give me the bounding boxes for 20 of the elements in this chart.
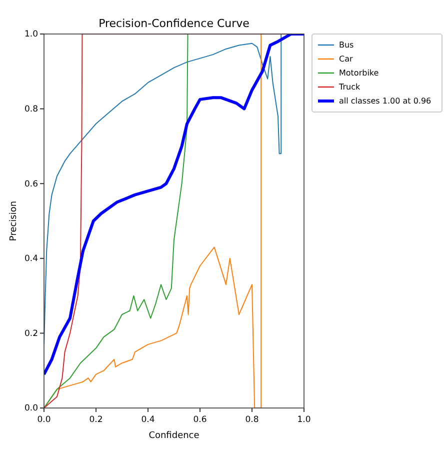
y-tick-label: 0.4 bbox=[24, 254, 38, 264]
x-tick-label: 1.0 bbox=[297, 415, 311, 425]
chart-title: Precision-Confidence Curve bbox=[98, 17, 250, 30]
y-tick-label: 0.6 bbox=[24, 179, 38, 190]
legend-label: Car bbox=[339, 54, 354, 64]
y-tick-label: 0.0 bbox=[24, 404, 38, 414]
x-axis-title: Confidence bbox=[148, 431, 200, 441]
legend-label: Bus bbox=[339, 40, 354, 50]
x-tick-label: 0.4 bbox=[141, 415, 155, 425]
y-axis-title: Precision bbox=[9, 200, 19, 242]
x-tick-label: 0.6 bbox=[193, 415, 207, 425]
y-tick-label: 0.8 bbox=[24, 104, 38, 115]
legend-label: all classes 1.00 at 0.96 bbox=[339, 96, 432, 106]
x-tick-label: 0.2 bbox=[89, 415, 103, 425]
y-tick-label: 0.2 bbox=[24, 328, 38, 339]
x-tick-label: 0.0 bbox=[37, 415, 51, 425]
x-tick-label: 0.8 bbox=[245, 415, 259, 425]
legend-label: Motorbike bbox=[339, 68, 379, 78]
legend-label: Truck bbox=[338, 82, 360, 92]
y-tick-label: 1.0 bbox=[24, 30, 38, 40]
